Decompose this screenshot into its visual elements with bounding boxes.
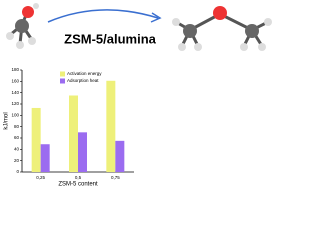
bar <box>78 132 87 172</box>
y-tick-label: 40 <box>14 147 20 152</box>
y-tick-label: 60 <box>14 135 20 140</box>
graphic: ZSM-5/alumina kJ/mol ZSM-5 content 0 20 40… <box>4 3 272 188</box>
legend-swatch <box>60 71 65 77</box>
page: ZSM-5/alumina kJ/mol ZSM-5 content 0 20 40… <box>3 3 272 188</box>
x-axis-label: ZSM-5 content <box>58 182 98 188</box>
y-tick-label: 80 <box>14 124 20 129</box>
bar <box>69 95 78 172</box>
arrow-head <box>150 12 162 23</box>
x-tick-label: 0,5 <box>75 175 82 180</box>
catalyst-label: ZSM-5/alumina <box>64 31 157 46</box>
y-tick-label: 160 <box>11 79 19 84</box>
bar <box>106 80 116 172</box>
y-tick-label: 140 <box>11 90 19 95</box>
bar <box>31 107 41 172</box>
y-tick-label: 20 <box>14 158 20 163</box>
y-axis-label: kJ/mol <box>4 112 10 129</box>
bar <box>40 144 50 172</box>
y-tick-label: 0 <box>16 169 19 174</box>
legend-label: Adsorption heat <box>67 78 99 83</box>
bar <box>115 140 125 172</box>
y-tick-label: 120 <box>11 101 19 106</box>
arrow <box>47 9 159 23</box>
x-tick-label: 0,75 <box>111 175 120 180</box>
legend-label: Activation energy <box>67 71 102 76</box>
y-tick-label: 180 <box>11 67 19 72</box>
legend-swatch <box>60 78 65 84</box>
dimethyl-ether <box>172 6 272 51</box>
methanol <box>6 3 39 49</box>
y-tick-label: 100 <box>11 113 19 118</box>
x-tick-label: 0,25 <box>36 175 45 180</box>
